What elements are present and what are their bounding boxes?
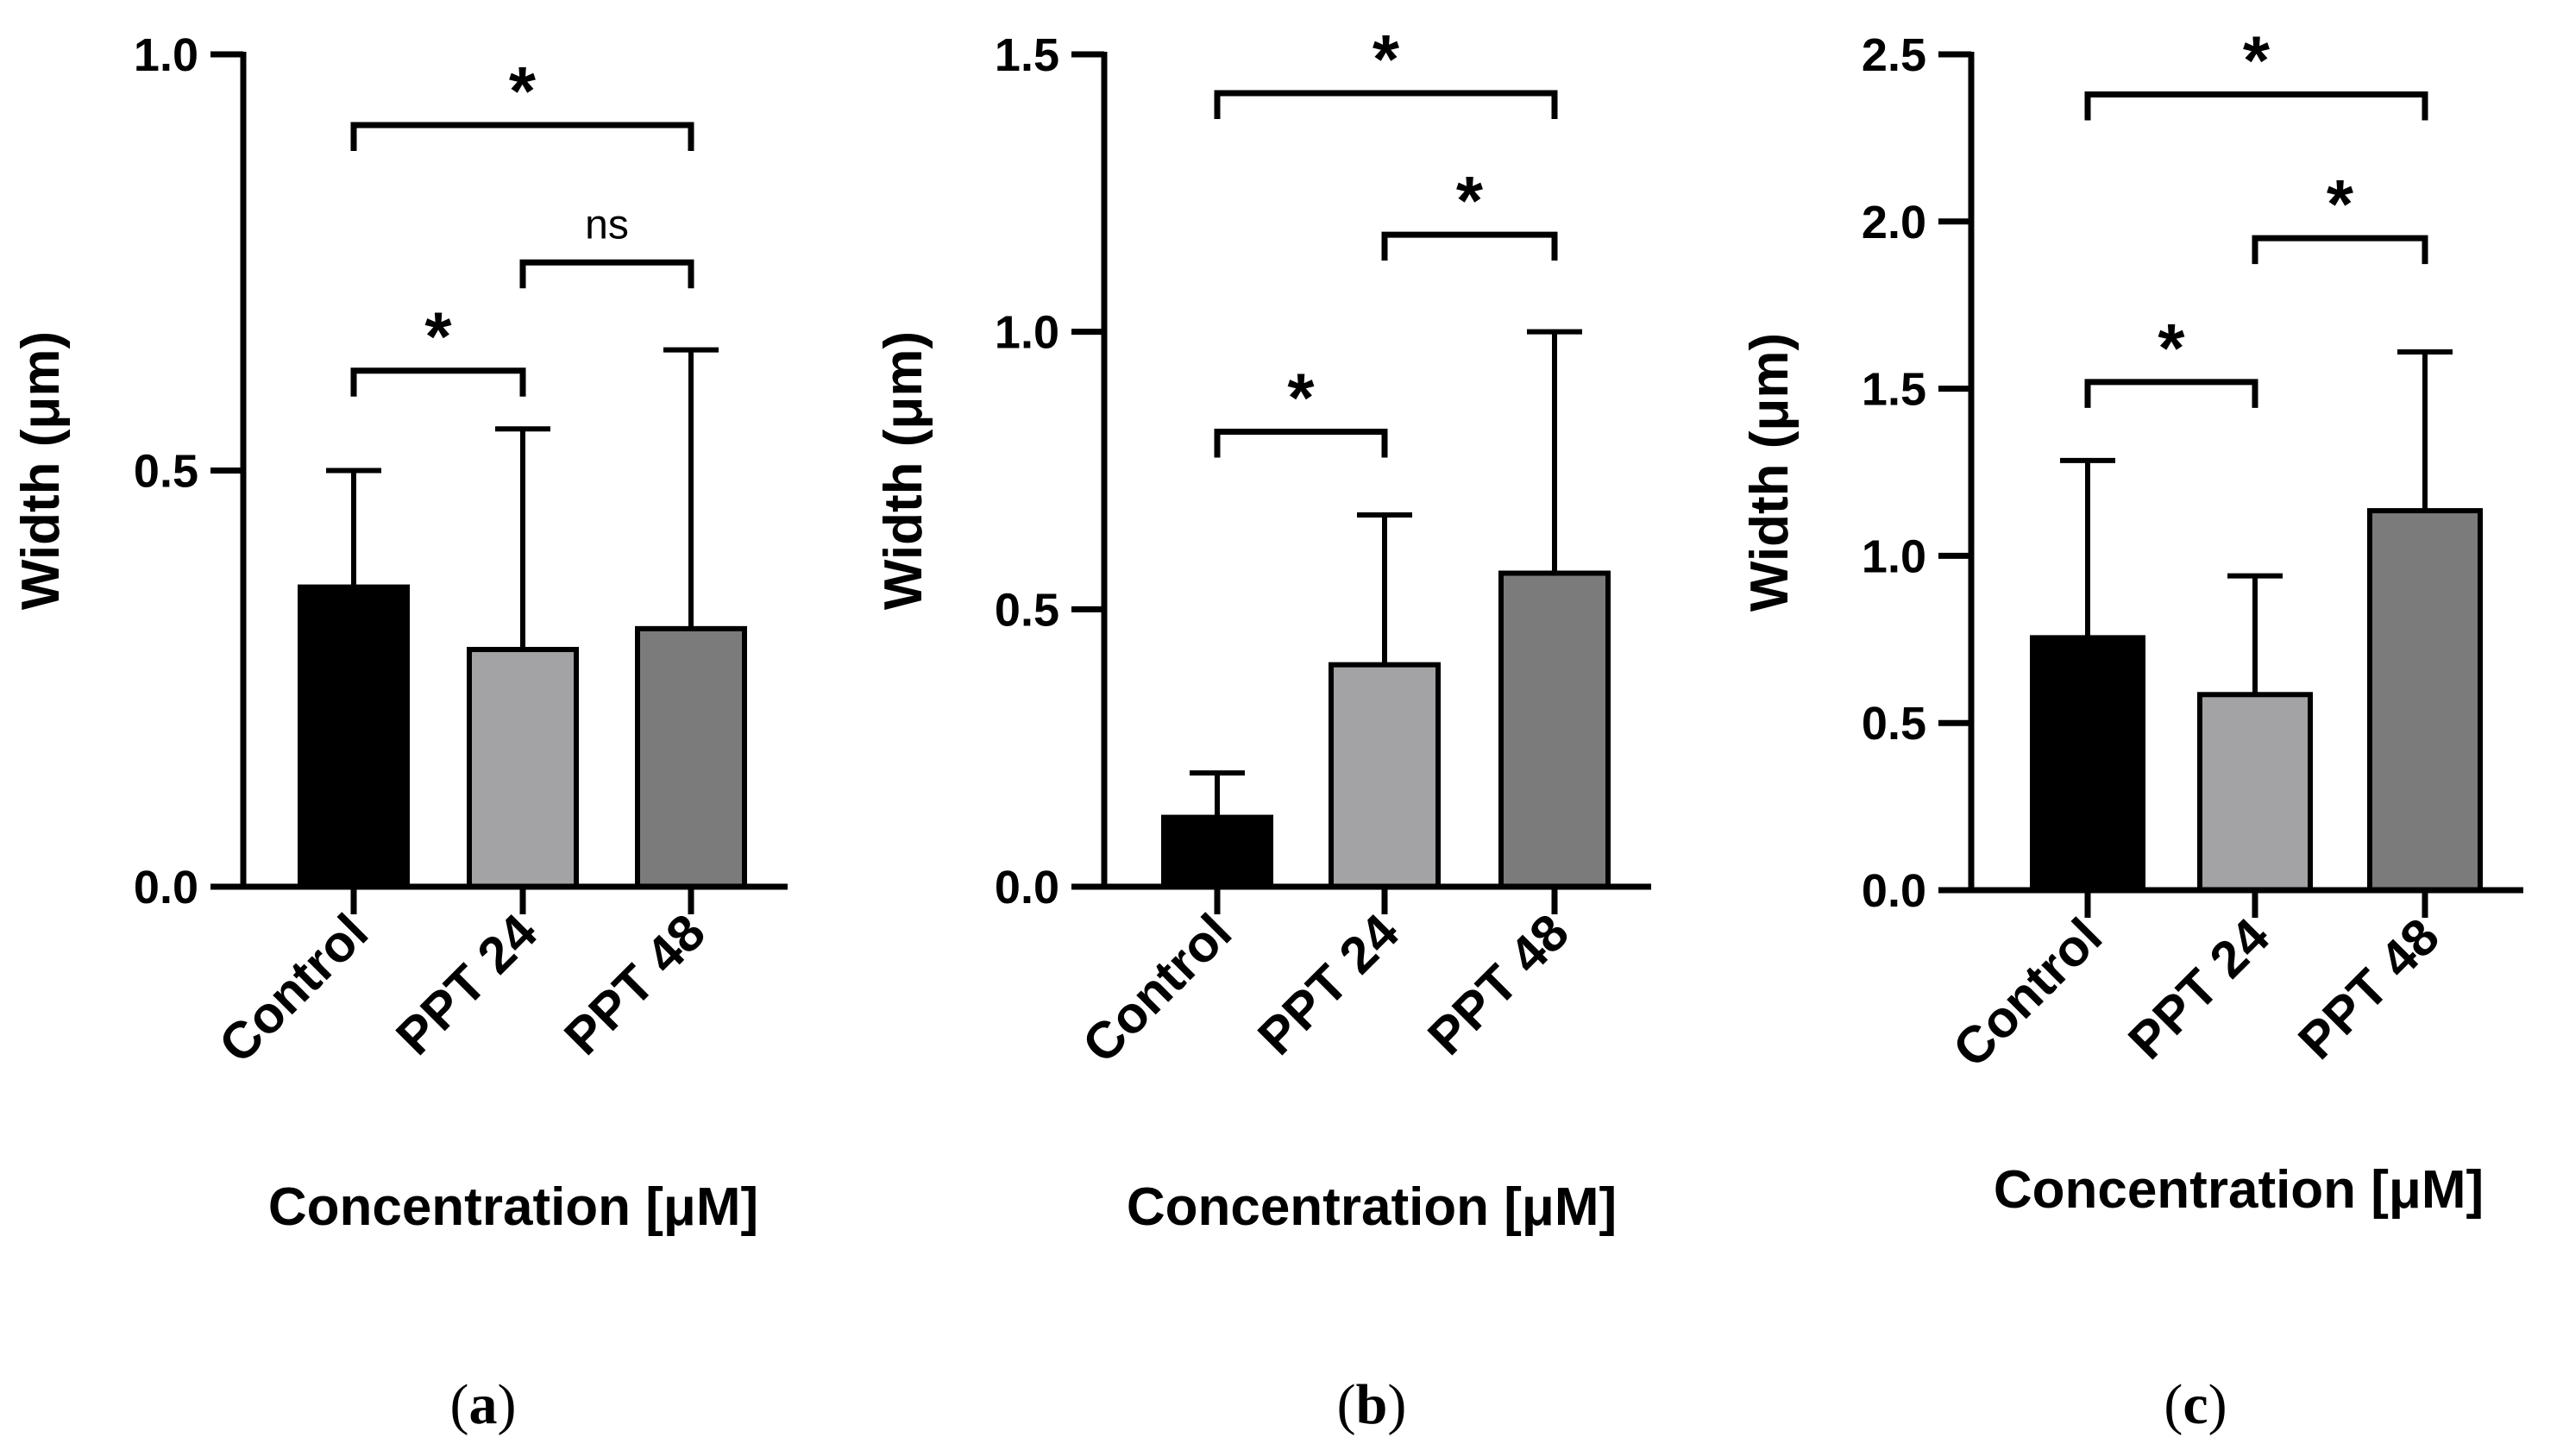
x-axis-title: Concentration [μM] (268, 1177, 758, 1237)
bar (2197, 692, 2313, 894)
x-category-label: Control (1071, 903, 1242, 1074)
bar (2030, 635, 2145, 893)
significance-label: * (1287, 359, 1315, 436)
y-tick-label: 2.0 (1862, 197, 1926, 248)
bar (635, 625, 747, 889)
bar (1329, 662, 1441, 890)
significance-label: * (2243, 22, 2271, 99)
significance-label: * (424, 298, 452, 375)
bar (1498, 570, 1611, 889)
significance-bracket (519, 259, 694, 289)
significance-label: * (1456, 162, 1484, 239)
y-tick-label: 0.0 (1862, 865, 1926, 917)
chart-panel-b: 0.0 0.5 1.0 1.5 Control PPT 24 PPT 48 Width (μm… (874, 21, 1651, 1436)
significance-bracket (350, 122, 694, 152)
y-tick-label: 0.5 (995, 584, 1059, 636)
y-tick-label: 0.0 (134, 862, 198, 913)
significance-bracket (1381, 231, 1558, 261)
x-category-label: PPT 48 (2287, 907, 2450, 1070)
x-category-label: PPT 24 (2117, 907, 2280, 1070)
x-category-label: PPT 48 (1417, 903, 1580, 1066)
bar (467, 646, 579, 889)
significance-bracket (2252, 235, 2428, 265)
x-category-label: Control (208, 903, 379, 1074)
panel-letter: a (469, 1373, 498, 1436)
x-category-label: PPT 48 (553, 903, 716, 1066)
significance-label: * (2327, 166, 2354, 242)
panel-label: (b) (1337, 1373, 1407, 1436)
y-tick-label: 0.5 (134, 446, 198, 498)
bar (298, 584, 410, 889)
panel-label: (a) (450, 1373, 517, 1436)
y-tick-label: 1.0 (1862, 530, 1926, 582)
y-tick-label: 2.5 (1862, 29, 1926, 81)
chart-panel-c: 0.0 0.5 1.0 1.5 2.0 2.5 Control PPT 24 PPT 48 Wid… (1740, 22, 2523, 1436)
significance-label: ns (585, 202, 629, 248)
significance-label: * (2158, 310, 2185, 386)
y-axis-title: Width (μm) (874, 331, 933, 610)
x-axis-title: Concentration [μM] (1994, 1160, 2484, 1220)
significance-bracket (2084, 91, 2428, 121)
bar (1161, 814, 1273, 889)
significance-bracket (1214, 90, 1558, 120)
significance-label: * (509, 53, 537, 129)
significance-bracket (2084, 379, 2258, 408)
x-category-label: Control (1942, 907, 2113, 1078)
y-tick-label: 0.0 (995, 862, 1059, 913)
y-tick-label: 1.0 (995, 307, 1059, 359)
x-category-label: PPT 24 (1247, 902, 1410, 1065)
significance-bracket (350, 367, 526, 397)
x-category-label: PPT 24 (385, 902, 548, 1065)
panel-letter: b (1356, 1373, 1388, 1436)
y-tick-label: 1.5 (1862, 364, 1926, 416)
panel-label: (c) (2164, 1373, 2227, 1436)
y-tick-label: 1.0 (134, 29, 198, 81)
significance-label: * (1373, 21, 1400, 97)
significance-bracket (1214, 428, 1388, 458)
panel-letter: c (2183, 1373, 2208, 1436)
y-axis-title: Width (μm) (1740, 333, 1800, 612)
y-axis-title: Width (μm) (11, 331, 71, 610)
y-tick-label: 1.5 (995, 29, 1059, 81)
x-axis-title: Concentration [μM] (1127, 1177, 1617, 1237)
y-tick-label: 0.5 (1862, 698, 1926, 750)
bar (2367, 508, 2483, 893)
chart-panel-a: 0.0 0.5 1.0 Control PPT 24 PPT 48 Width (μm) Co… (11, 29, 788, 1436)
